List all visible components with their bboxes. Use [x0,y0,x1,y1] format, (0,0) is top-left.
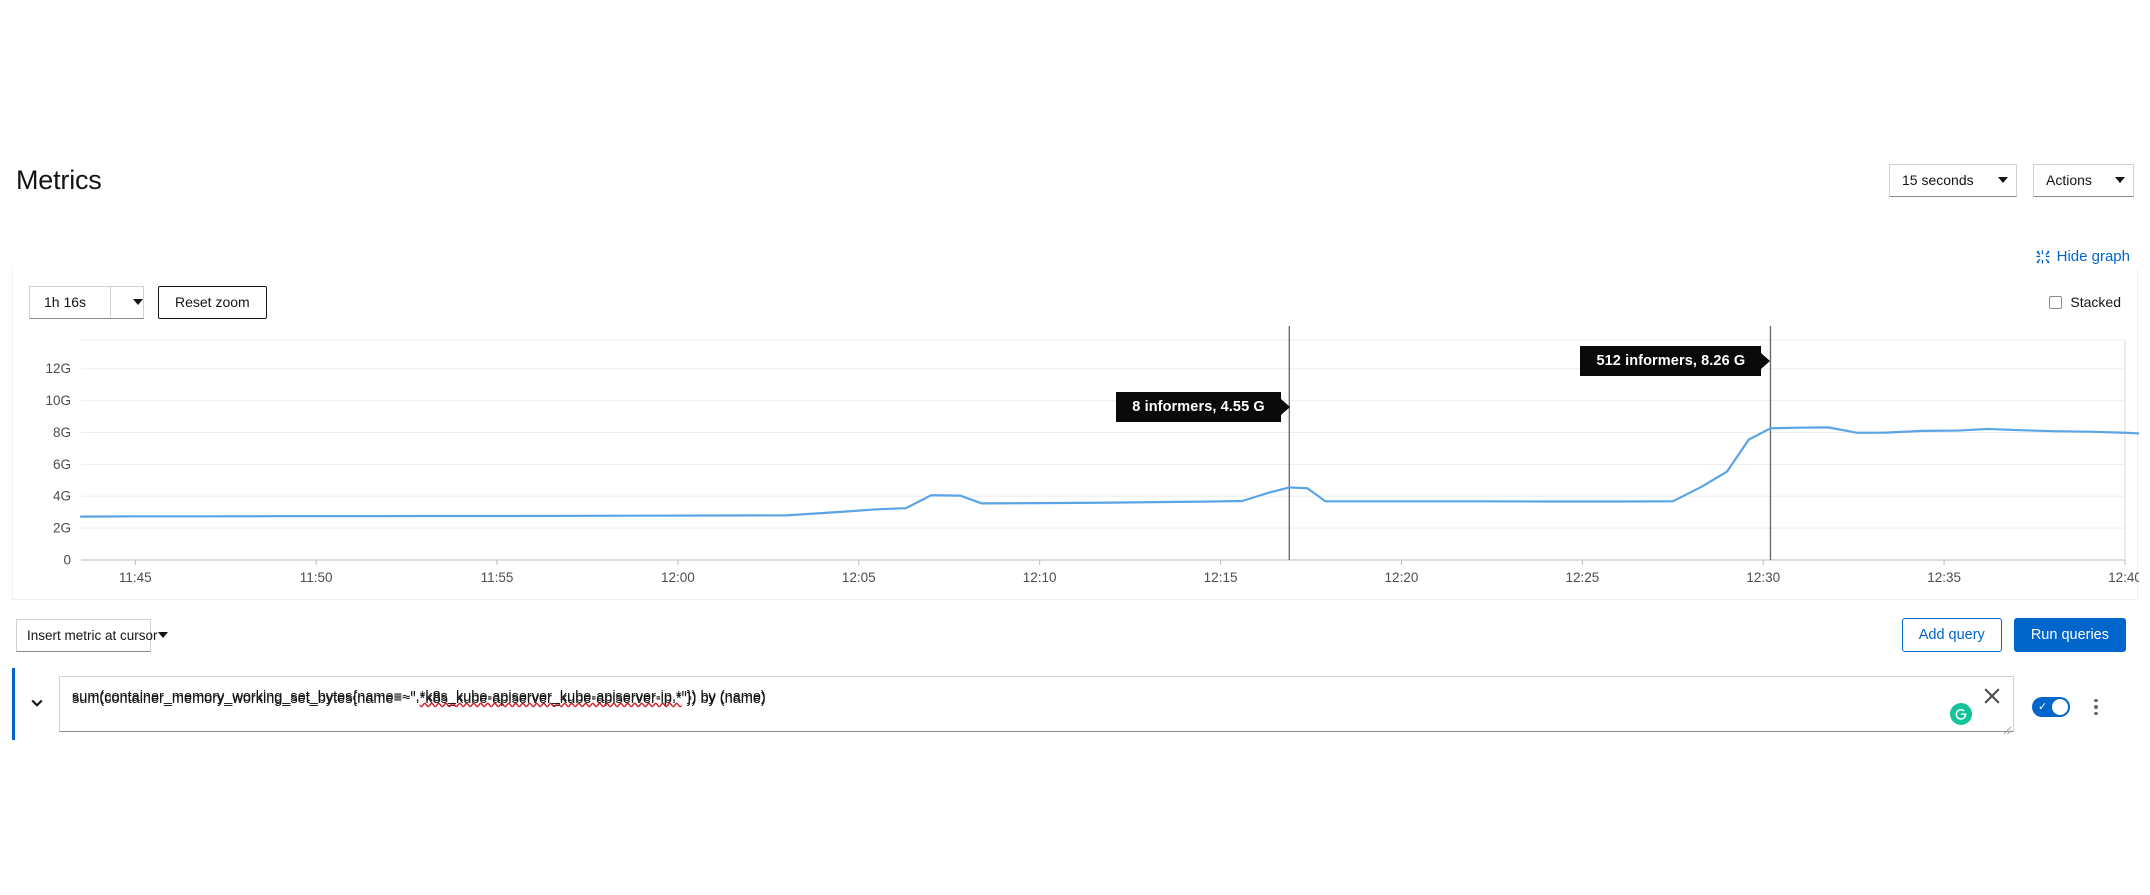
chart-annotation-tooltip: 512 informers, 8.26 G [1580,346,1762,376]
zoom-range-label: 1h 16s [44,294,87,310]
kebab-menu-icon[interactable] [2086,696,2106,718]
grammarly-icon[interactable] [1950,703,1972,725]
chevron-down-icon [157,632,168,638]
svg-text:4G: 4G [53,489,71,504]
toggle-knob [2052,699,2068,715]
header-controls: 15 seconds Actions [1889,163,2134,197]
svg-text:12:35: 12:35 [1927,570,1961,585]
chart-y-axis-labels: 0 2G 4G 6G 8G 10G 12G [45,361,71,567]
zoom-range-toggle[interactable] [110,286,143,318]
query-toolbar: Insert metric at cursor Add query Run qu… [12,612,2138,658]
refresh-interval-label: 15 seconds [1902,172,1974,188]
query-enabled-toggle[interactable]: ✓ [2032,697,2070,717]
add-query-button[interactable]: Add query [1901,618,2002,652]
svg-text:12:15: 12:15 [1204,570,1238,585]
chevron-down-icon [133,299,143,305]
insert-metric-label: Insert metric at cursor [27,627,158,643]
check-icon: ✓ [2038,700,2048,713]
query-input-wrapper: sum(container_memory_working_set_bytes{n… [59,676,2014,737]
page-header: Metrics 15 seconds Actions [0,150,2150,210]
close-icon[interactable] [1982,686,2002,706]
svg-text:12:00: 12:00 [661,570,695,585]
run-queries-button[interactable]: Run queries [2013,618,2126,652]
reset-zoom-button[interactable]: Reset zoom [158,285,267,319]
query-row: sum(container_memory_working_set_bytes{n… [12,668,2138,740]
query-toolbar-actions: Add query Run queries [1901,618,2134,652]
svg-text:12G: 12G [45,361,71,376]
svg-text:10G: 10G [45,393,71,408]
actions-label: Actions [2046,172,2092,188]
page-title: Metrics [16,164,102,195]
svg-text:12:40: 12:40 [2108,570,2139,585]
query-input[interactable] [59,676,2014,732]
graph-toolbar: 1h 16s Reset zoom Stacked [13,284,2137,320]
compress-icon [2036,249,2050,264]
svg-text:6G: 6G [53,457,71,472]
insert-metric-select[interactable]: Insert metric at cursor [16,618,168,652]
refresh-interval-select[interactable]: 15 seconds [1889,163,2017,197]
hide-graph-label: Hide graph [2056,248,2130,265]
graph-card: 1h 16s Reset zoom Stacked 0 2G 4G 6G 8G 10G 12… [12,270,2139,600]
svg-text:12:30: 12:30 [1746,570,1780,585]
chart-series-line [79,426,2139,518]
stacked-checkbox-wrapper[interactable]: Stacked [2049,294,2121,310]
svg-text:2G: 2G [53,521,71,536]
hide-graph-row: Hide graph [0,248,2150,265]
chevron-down-icon [2115,177,2125,183]
svg-text:12:25: 12:25 [1565,570,1599,585]
chart-annotation-markers [1288,326,1772,560]
svg-text:0: 0 [63,553,71,568]
svg-text:12:05: 12:05 [842,570,876,585]
chevron-down-icon [1998,177,2008,183]
svg-text:12:10: 12:10 [1023,570,1057,585]
actions-select[interactable]: Actions [2033,163,2134,197]
stacked-checkbox[interactable] [2049,295,2063,309]
metrics-line-chart[interactable]: 0 2G 4G 6G 8G 10G 12G 11:45 11:50 11:55 12:00 12:0… [13,326,2139,600]
expand-query-button[interactable] [15,668,59,740]
chart-gridlines [81,339,2126,561]
hide-graph-button[interactable]: Hide graph [2036,248,2130,265]
query-row-controls: ✓ [2032,696,2106,718]
zoom-range-select[interactable]: 1h 16s [29,285,144,319]
chevron-down-icon [31,699,43,707]
chart-annotation-tooltip: 8 informers, 4.55 G [1116,392,1281,422]
chart-x-axis-labels: 11:45 11:50 11:55 12:00 12:05 12:10 12:15 12:20… [119,560,2139,585]
svg-text:12:20: 12:20 [1385,570,1419,585]
chart-plot-area[interactable]: 0 2G 4G 6G 8G 10G 12G 11:45 11:50 11:55 12:00 12:0… [13,326,2139,600]
svg-text:11:55: 11:55 [481,570,514,585]
svg-text:11:45: 11:45 [119,570,152,585]
svg-text:11:50: 11:50 [300,570,333,585]
svg-text:8G: 8G [53,425,71,440]
stacked-label: Stacked [2070,294,2121,310]
